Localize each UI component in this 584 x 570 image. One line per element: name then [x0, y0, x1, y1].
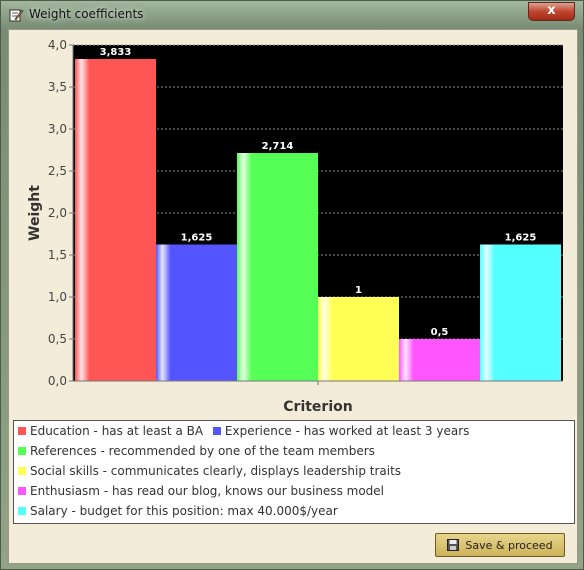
- legend-swatch: [18, 487, 26, 495]
- legend-item: References - recommended by one of the t…: [18, 444, 375, 458]
- y-tick-label: 3,5: [48, 80, 67, 94]
- legend-swatch: [18, 467, 26, 475]
- bar-value-label: 1,625: [505, 233, 537, 244]
- legend-label: Enthusiasm - has read our blog, knows ou…: [30, 484, 384, 498]
- bar-highlight: [480, 244, 561, 381]
- x-axis-label: Criterion: [283, 399, 352, 415]
- floppy-disk-icon: [447, 539, 460, 551]
- bar-highlight: [318, 297, 399, 381]
- y-tick-label: 2,5: [48, 164, 67, 178]
- title-bar[interactable]: Weight coefficients x: [1, 1, 583, 29]
- close-icon: x: [547, 3, 556, 18]
- legend-row: Enthusiasm - has read our blog, knows ou…: [18, 484, 390, 502]
- legend-item: Social skills - communicates clearly, di…: [18, 464, 401, 478]
- chart-area: 3,833 1,625 2,714 1 0,5 1,625 0,0 0,5 1,0 1,5 2,0…: [11, 32, 575, 416]
- legend-label: Experience - has worked at least 3 years: [224, 424, 470, 438]
- legend-label: Education - has at least a BA: [30, 424, 204, 438]
- close-button[interactable]: x: [528, 2, 575, 21]
- bar-value-label: 1,625: [181, 233, 213, 244]
- legend-item: Enthusiasm - has read our blog, knows ou…: [18, 484, 384, 498]
- save-proceed-button[interactable]: Save & proceed: [435, 533, 565, 557]
- bar-value-label: 1: [355, 285, 362, 296]
- chart-legend: Education - has at least a BA Experience…: [13, 420, 575, 524]
- legend-item: Education - has at least a BA: [18, 424, 203, 438]
- legend-swatch: [18, 427, 26, 435]
- legend-swatch: [18, 447, 26, 455]
- bar-highlight: [156, 244, 237, 381]
- save-proceed-label: Save & proceed: [465, 538, 553, 552]
- legend-item: Salary - budget for this position: max 4…: [18, 504, 338, 518]
- y-tick-label: 0,0: [48, 374, 67, 388]
- legend-swatch: [212, 427, 221, 435]
- bar-value-label: 0,5: [431, 327, 449, 338]
- legend-swatch: [18, 507, 26, 515]
- legend-row: Salary - budget for this position: max 4…: [18, 504, 344, 522]
- pencil-paper-icon: [9, 9, 24, 22]
- bar-value-label: 2,714: [262, 141, 294, 152]
- bar-value-label: 3,833: [100, 47, 132, 58]
- y-tick-label: 1,5: [48, 248, 67, 262]
- legend-item: Experience - has worked at least 3 years: [212, 424, 470, 438]
- y-tick-label: 0,5: [48, 332, 67, 346]
- legend-label: Social skills - communicates clearly, di…: [30, 464, 402, 478]
- bar-highlight: [75, 59, 156, 381]
- y-axis-label: Weight: [27, 185, 43, 241]
- y-tick-label: 2,0: [48, 206, 67, 220]
- bar-highlight: [399, 339, 480, 381]
- legend-row: Education - has at least a BA Experience…: [18, 424, 475, 442]
- y-tick-label: 1,0: [48, 290, 67, 304]
- y-tick-label: 3,0: [48, 122, 67, 136]
- bar-highlight: [237, 153, 318, 381]
- dialog-content: 3,833 1,625 2,714 1 0,5 1,625 0,0 0,5 1,0 1,5 2,0…: [8, 29, 578, 564]
- legend-label: References - recommended by one of the t…: [30, 444, 375, 458]
- legend-row: Social skills - communicates clearly, di…: [18, 464, 407, 482]
- legend-label: Salary - budget for this position: max 4…: [30, 504, 338, 518]
- y-tick-label: 4,0: [48, 38, 67, 52]
- window-title: Weight coefficients: [29, 7, 144, 21]
- bar-chart: 3,833 1,625 2,714 1 0,5 1,625 0,0 0,5 1,0 1,5 2,0…: [27, 38, 563, 415]
- legend-row: References - recommended by one of the t…: [18, 444, 381, 462]
